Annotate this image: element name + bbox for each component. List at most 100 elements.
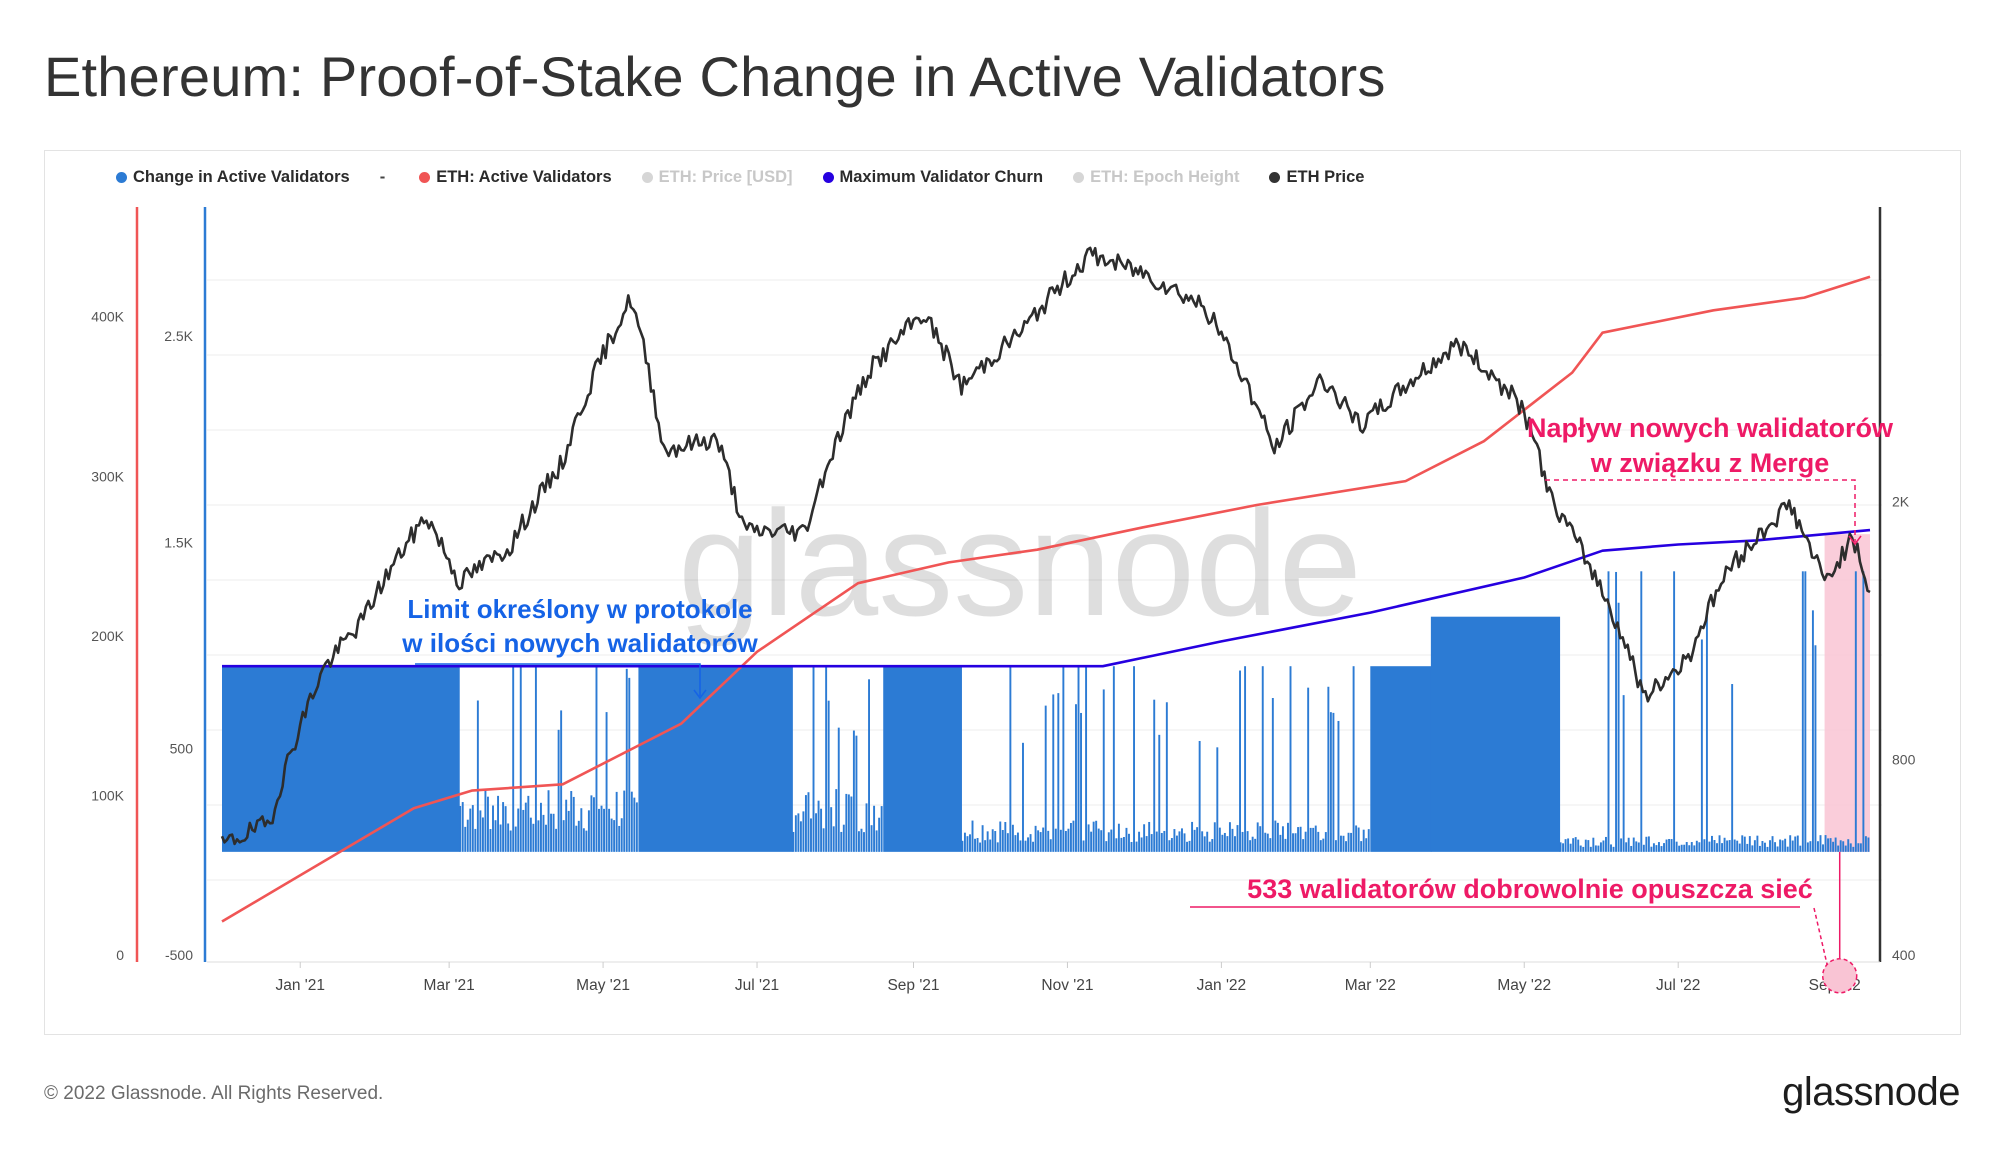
bar — [1324, 832, 1327, 852]
bar — [1112, 666, 1115, 852]
bar — [1236, 825, 1239, 852]
bar — [842, 824, 845, 852]
axis-tick-label: Jul '22 — [1656, 977, 1700, 994]
bar — [1143, 824, 1146, 852]
brand-logo: glassnode — [1782, 1070, 1960, 1114]
bar — [1827, 838, 1830, 852]
bar — [1145, 836, 1148, 852]
bar — [638, 666, 793, 852]
bar — [1844, 845, 1847, 852]
bar — [1769, 840, 1771, 852]
bar — [1264, 832, 1267, 852]
legend-item[interactable]: ETH: Price [USD] — [641, 168, 793, 187]
bar — [603, 808, 606, 852]
bar — [799, 821, 802, 852]
bar — [592, 797, 595, 852]
bar — [1281, 826, 1284, 852]
legend-item[interactable]: Change in Active Validators — [116, 168, 350, 187]
bar — [1741, 835, 1744, 852]
bar — [1239, 670, 1241, 852]
bar — [1024, 840, 1027, 852]
bar — [1736, 840, 1739, 852]
bar — [1675, 841, 1678, 852]
bar — [986, 831, 989, 852]
bar — [1289, 666, 1292, 852]
bar — [1251, 836, 1254, 852]
bar — [991, 829, 994, 852]
bar — [1150, 834, 1153, 852]
active-validators-line — [221, 275, 1871, 923]
legend-item[interactable]: Maximum Validator Churn — [822, 168, 1043, 187]
bar — [1650, 846, 1653, 852]
bar — [1191, 821, 1194, 852]
bar — [1610, 844, 1612, 852]
bar — [1130, 841, 1133, 852]
bar — [855, 735, 858, 852]
bar — [1594, 845, 1597, 852]
bar — [1011, 824, 1014, 852]
bar — [1208, 841, 1211, 852]
bar — [630, 791, 633, 852]
bar — [1789, 835, 1792, 852]
axis-tick-label: Sep '21 — [887, 977, 939, 994]
bar — [1203, 836, 1206, 852]
bar — [797, 813, 800, 852]
bar — [1049, 839, 1052, 852]
gridlines — [207, 279, 1882, 881]
legend-item[interactable]: ETH: Epoch Height — [1073, 168, 1239, 187]
bar — [1090, 831, 1093, 852]
bar — [1718, 835, 1721, 852]
bar — [545, 824, 547, 852]
bar — [1764, 842, 1766, 852]
bar — [1367, 829, 1370, 852]
bar — [1574, 837, 1577, 852]
bar — [830, 807, 833, 852]
bar — [1117, 823, 1120, 852]
bar — [1105, 841, 1108, 852]
legend-item[interactable]: ETH: Active Validators — [419, 168, 612, 187]
bar — [1266, 833, 1269, 852]
bar — [1362, 829, 1365, 852]
annotation-limit-connector — [415, 663, 701, 696]
max-validator-churn-line — [222, 528, 1871, 668]
bar — [595, 666, 598, 852]
bar — [807, 792, 810, 852]
bar — [494, 820, 497, 852]
bar — [1122, 837, 1125, 852]
bar — [1092, 821, 1095, 852]
bar — [565, 799, 568, 852]
bar — [1115, 838, 1118, 852]
bar — [1047, 830, 1050, 852]
bar — [524, 802, 527, 852]
bar — [868, 679, 871, 852]
eth-price-line — [220, 246, 1871, 846]
bar — [1794, 836, 1797, 852]
bar — [1842, 841, 1845, 852]
bar — [1173, 829, 1176, 852]
bar — [1776, 846, 1779, 852]
legend-label: ETH: Epoch Height — [1090, 168, 1240, 186]
bar — [620, 818, 623, 852]
bar — [1589, 846, 1592, 852]
bar — [1645, 836, 1648, 852]
legend-swatch-icon — [641, 172, 653, 183]
annotation-inflow-line1: Napływ nowych walidatorów — [1527, 413, 1894, 443]
bar — [1728, 840, 1731, 852]
bar — [625, 668, 628, 852]
bar — [1612, 846, 1615, 852]
bar — [1857, 843, 1860, 852]
bar — [804, 795, 807, 852]
bar — [1688, 845, 1691, 852]
bar — [984, 840, 987, 852]
bar — [539, 802, 542, 852]
legend-item[interactable]: ETH Price — [1269, 168, 1364, 187]
bar — [1249, 840, 1252, 852]
bar — [492, 805, 494, 852]
annotation-inflow-connector — [1545, 479, 1856, 542]
bar — [1572, 838, 1575, 852]
bar — [989, 839, 992, 852]
bar — [507, 823, 510, 852]
bar — [1703, 839, 1706, 852]
bar — [489, 829, 492, 852]
bar — [577, 820, 580, 852]
